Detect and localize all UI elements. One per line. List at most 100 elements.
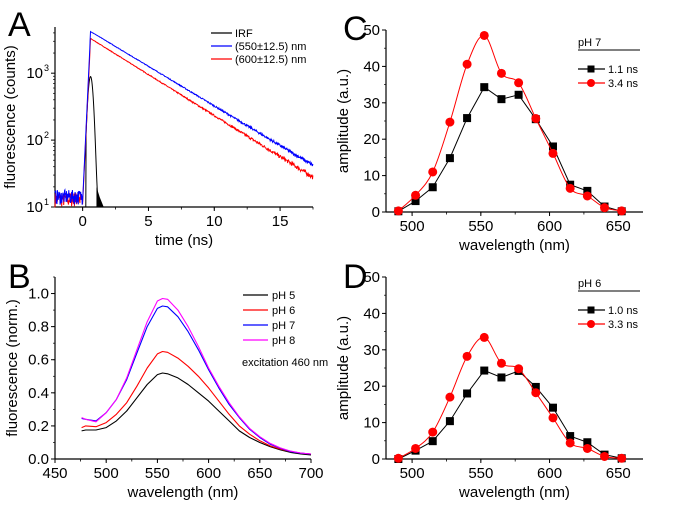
data-point-circle (548, 148, 558, 158)
x-tick-label: 5 (144, 213, 152, 230)
x-tick-label: 550 (145, 465, 170, 482)
data-point-circle (479, 30, 489, 40)
y-tick-label: 10 (363, 415, 380, 432)
panel-c: 500 550 600 650 0 10 20 30 40 50 wavelength (nm) am… (335, 10, 643, 254)
legend-title: pH 6 (578, 278, 601, 290)
data-point-square (583, 186, 592, 195)
data-point-circle (428, 167, 438, 177)
legend-label: 1.1 ns (608, 64, 638, 76)
x-tick-label: 0 (78, 213, 86, 230)
y-tick-label: 30 (363, 342, 380, 359)
y-tick-label: 10 (363, 168, 380, 185)
y-tick-label: 0.0 (28, 451, 49, 468)
series-decay (54, 37, 314, 208)
series-ph-5 (81, 372, 312, 456)
series-ph-8 (81, 297, 312, 455)
y-tick-exponent: 1 (44, 197, 49, 207)
data-point-circle (462, 351, 472, 361)
y-tick-exponent: 3 (44, 63, 49, 73)
panel-b: 450 500 550 600 650 700 0.0 0.2 0.4 0.6 0.8 1.0 wave… (4, 258, 328, 501)
data-point-circle (393, 453, 403, 463)
data-point-circle (514, 78, 524, 88)
data-point-circle (445, 117, 455, 127)
legend-label: 3.3 ns (608, 319, 638, 331)
data-point-circle (496, 68, 506, 78)
legend-label: pH 5 (272, 290, 295, 302)
data-point-circle (393, 206, 403, 216)
y-tick-label: 1.0 (28, 286, 49, 303)
y-tick-label: 20 (363, 378, 380, 395)
data-point-square (411, 197, 420, 206)
data-point-circle (411, 190, 421, 200)
y-tick-label: 0 (372, 451, 380, 468)
data-point-circle (582, 191, 592, 201)
x-tick-label: 550 (468, 218, 493, 235)
data-point-square (497, 373, 506, 382)
y-tick-label: 0.6 (28, 352, 49, 369)
legend-title: pH 7 (578, 37, 601, 49)
data-point-circle (531, 388, 541, 398)
x-axis-label: wavelength (nm) (127, 484, 239, 501)
data-point-square (566, 432, 575, 441)
panel-label: B (8, 258, 31, 296)
legend-label: (600±12.5) nm (235, 54, 306, 66)
data-point-square (428, 183, 437, 192)
legend-marker-square (587, 306, 595, 314)
y-axis-label: amplitude (a.u.) (335, 69, 352, 173)
legend-marker-square (587, 65, 595, 73)
panel-label: A (8, 6, 31, 44)
y-axis-label: amplitude (a.u.) (335, 316, 352, 420)
data-point-square (497, 95, 506, 104)
series-decay (54, 30, 314, 205)
data-point-square (463, 389, 472, 398)
y-tick-label: 40 (363, 58, 380, 75)
y-axis-label: fluorescence (counts) (2, 45, 19, 188)
x-tick-label: 600 (537, 218, 562, 235)
data-point-circle (531, 113, 541, 123)
data-point-circle (428, 427, 438, 437)
x-tick-label: 600 (537, 465, 562, 482)
data-point-circle (600, 451, 610, 461)
y-tick-label: 10 (26, 199, 43, 216)
y-tick-label: 10 (26, 65, 43, 82)
data-point-circle (462, 59, 472, 69)
data-point-square (428, 437, 437, 446)
y-tick-label: 0.2 (28, 418, 49, 435)
x-tick-label: 550 (468, 465, 493, 482)
series-ph-6 (81, 350, 312, 455)
y-tick-label: 10 (26, 132, 43, 149)
irf-tail (96, 186, 104, 207)
data-point-circle (565, 183, 575, 193)
x-tick-label: 450 (42, 465, 67, 482)
x-tick-label: 650 (247, 465, 272, 482)
legend-marker-circle (587, 79, 595, 87)
data-point-square (480, 366, 489, 375)
legend-label: IRF (235, 28, 253, 40)
annotation: excitation 460 nm (242, 357, 328, 369)
y-tick-label: 0 (372, 204, 380, 221)
x-tick-label: 700 (298, 465, 323, 482)
y-tick-label: 0.8 (28, 319, 49, 336)
y-axis-label: fluorescence (norm.) (4, 299, 21, 437)
panel-d: 500 550 600 650 0 10 20 30 40 50 wavelength (nm) am… (335, 258, 643, 501)
panel-label: D (343, 258, 368, 296)
legend-label: (550±12.5) nm (235, 41, 306, 53)
data-point-circle (479, 332, 489, 342)
x-tick-label: 500 (400, 218, 425, 235)
x-axis-label: wavelength (nm) (458, 237, 570, 254)
data-point-square (548, 142, 557, 151)
legend-label: 1.0 ns (608, 305, 638, 317)
data-point-circle (617, 206, 627, 216)
y-tick-label: 30 (363, 95, 380, 112)
legend-marker-circle (587, 320, 595, 328)
data-point-circle (600, 203, 610, 213)
x-tick-label: 650 (606, 218, 631, 235)
panel-label: C (343, 10, 368, 48)
y-tick-exponent: 2 (44, 130, 49, 140)
y-tick-label: 20 (363, 131, 380, 148)
y-tick-label: 50 (363, 269, 380, 286)
data-point-circle (548, 413, 558, 423)
y-tick-label: 40 (363, 305, 380, 322)
